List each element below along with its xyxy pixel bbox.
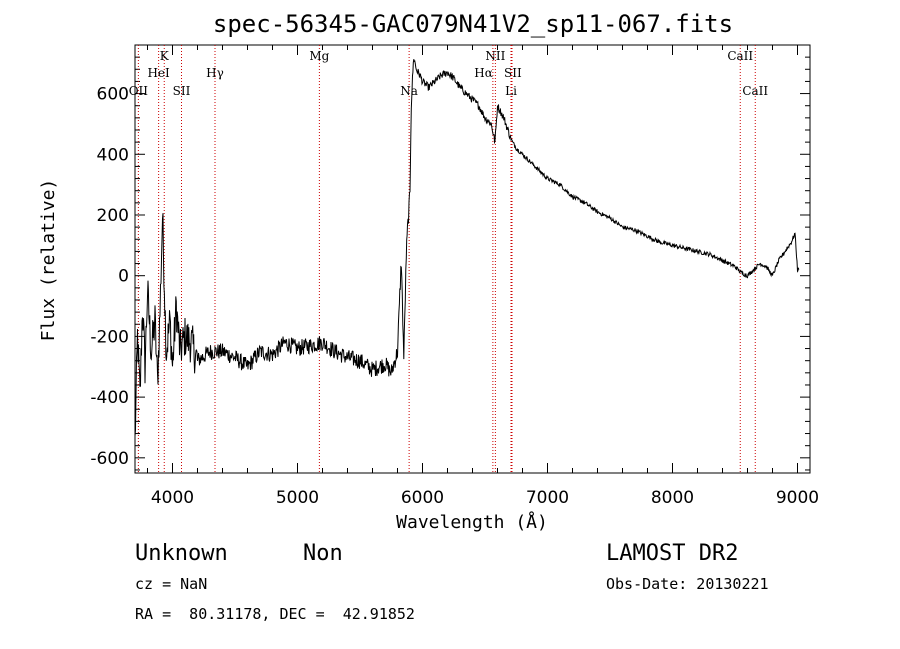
y-axis: -600 -400 -200 0 200 400 600	[90, 56, 810, 471]
x-tick-label: 8000	[651, 488, 694, 508]
object-subclass: Non	[303, 541, 343, 566]
survey-name: LAMOST DR2	[606, 541, 738, 566]
y-tick-label: -600	[90, 449, 129, 469]
chart-title: spec-56345-GAC079N41V2_sp11-067.fits	[213, 10, 733, 38]
line-marker-label: Mg	[309, 49, 329, 63]
x-axis: 4000 5000 6000 7000 8000 9000	[147, 45, 819, 508]
flux-series	[134, 59, 800, 437]
line-marker-label: HeI	[147, 66, 170, 80]
line-marker-label: Li	[505, 84, 517, 98]
flux-line	[134, 59, 800, 437]
x-tick-label: 6000	[401, 488, 444, 508]
x-tick-label: 7000	[526, 488, 569, 508]
y-tick-label: 0	[118, 267, 129, 287]
line-marker-label: SII	[173, 84, 191, 98]
line-marker-label: SII	[504, 66, 522, 80]
line-marker-label: CaII	[727, 49, 753, 63]
y-tick-label: 400	[97, 145, 129, 165]
y-tick-label: -200	[90, 327, 129, 347]
y-axis-label: Flux (relative)	[38, 179, 59, 342]
redshift-cz: cz = NaN	[135, 575, 207, 593]
x-tick-label: 9000	[776, 488, 819, 508]
line-marker-label: Hα	[474, 66, 493, 80]
x-tick-label: 5000	[276, 488, 319, 508]
plot-frame	[134, 44, 811, 474]
line-marker-label: NII	[485, 49, 505, 63]
obs-date: Obs-Date: 20130221	[606, 575, 769, 593]
line-marker-label: OII	[129, 84, 149, 98]
y-tick-label: -400	[90, 388, 129, 408]
line-marker-label: Na	[400, 84, 418, 98]
line-marker-label: Hγ	[206, 66, 224, 80]
object-class: Unknown	[135, 541, 228, 566]
x-tick-label: 4000	[151, 488, 194, 508]
ra-dec: RA = 80.31178, DEC = 42.91852	[135, 605, 415, 623]
y-tick-label: 200	[97, 206, 129, 226]
y-tick-label: 600	[97, 85, 129, 105]
line-marker-label: K	[160, 49, 170, 63]
x-axis-label: Wavelength (Å)	[396, 511, 548, 533]
line-marker-label: CaII	[742, 84, 768, 98]
